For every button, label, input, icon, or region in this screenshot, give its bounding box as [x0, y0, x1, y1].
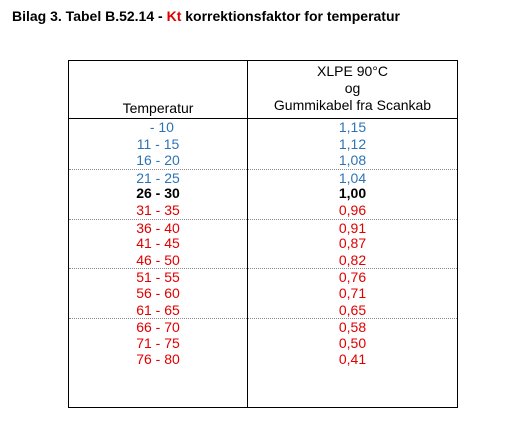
factor-cell: 1,08: [248, 152, 457, 169]
table-row: 21 - 25 1,04: [69, 169, 457, 186]
factor-cell: 0,58: [248, 319, 457, 336]
header-cable-line2: og: [248, 80, 457, 97]
title-suffix: korrektionsfaktor for temperatur: [181, 8, 400, 24]
factor-cell: 1,00: [248, 185, 457, 202]
temperature-cell: 71 - 75: [69, 335, 247, 352]
temperature-cell: 66 - 70: [69, 319, 247, 336]
header-cable-type: XLPE 90°C og Gummikabel fra Scankab: [248, 63, 457, 114]
factor-cell: 1,15: [248, 119, 457, 136]
table-row: 36 - 40 0,91: [69, 219, 457, 236]
factor-cell: 0,76: [248, 269, 457, 286]
table-row: - 10 1,15: [69, 119, 457, 136]
factor-cell: 0,71: [248, 285, 457, 302]
factor-cell: 0,87: [248, 235, 457, 252]
table-row: 46 - 50 0,82: [69, 252, 457, 269]
temperature-cell: 36 - 40: [69, 220, 247, 237]
table-row: 31 - 35 0,96: [69, 202, 457, 219]
temperature-cell: 31 - 35: [69, 202, 247, 219]
correction-factor-table: Temperatur XLPE 90°C og Gummikabel fra S…: [68, 60, 458, 408]
temperature-cell: 41 - 45: [69, 235, 247, 252]
factor-cell: 0,50: [248, 335, 457, 352]
document-title: Bilag 3. Tabel B.52.14 - Kt korrektionsf…: [12, 8, 400, 24]
table-row: 16 - 20 1,08: [69, 152, 457, 169]
table-body: - 10 1,15 11 - 15 1,12 16 - 20 1,08 21 - 25 1,0…: [69, 119, 457, 368]
temperature-cell: 76 - 80: [69, 351, 247, 368]
title-kt: Kt: [167, 8, 182, 24]
factor-cell: 1,12: [248, 136, 457, 153]
table-row: 61 - 65 0,65: [69, 302, 457, 319]
table-row: 11 - 15 1,12: [69, 136, 457, 153]
temperature-cell: 11 - 15: [69, 136, 247, 153]
table-row: 66 - 70 0,58: [69, 318, 457, 335]
temperature-cell: 61 - 65: [69, 302, 247, 319]
temperature-cell: 26 - 30: [69, 185, 247, 202]
table-row: 71 - 75 0,50: [69, 335, 457, 352]
table-row: 41 - 45 0,87: [69, 235, 457, 252]
title-prefix: Bilag 3. Tabel B.52.14 -: [12, 8, 167, 24]
header-cable-line3: Gummikabel fra Scankab: [248, 97, 457, 114]
factor-cell: 0,41: [248, 351, 457, 368]
factor-cell: 0,96: [248, 202, 457, 219]
temperature-cell: 21 - 25: [69, 170, 247, 187]
temperature-cell: 16 - 20: [69, 152, 247, 169]
temperature-cell: - 10: [69, 119, 247, 136]
header-cable-line1: XLPE 90°C: [248, 63, 457, 80]
table-row: 56 - 60 0,71: [69, 285, 457, 302]
factor-cell: 0,82: [248, 252, 457, 269]
table-row: 26 - 30 1,00: [69, 185, 457, 202]
temperature-cell: 56 - 60: [69, 285, 247, 302]
table-header: Temperatur XLPE 90°C og Gummikabel fra S…: [69, 61, 457, 119]
header-temperature: Temperatur: [69, 100, 247, 116]
table-row: 51 - 55 0,76: [69, 268, 457, 285]
factor-cell: 0,65: [248, 302, 457, 319]
table-row: 76 - 80 0,41: [69, 351, 457, 368]
factor-cell: 0,91: [248, 220, 457, 237]
factor-cell: 1,04: [248, 170, 457, 187]
temperature-cell: 46 - 50: [69, 252, 247, 269]
temperature-cell: 51 - 55: [69, 269, 247, 286]
